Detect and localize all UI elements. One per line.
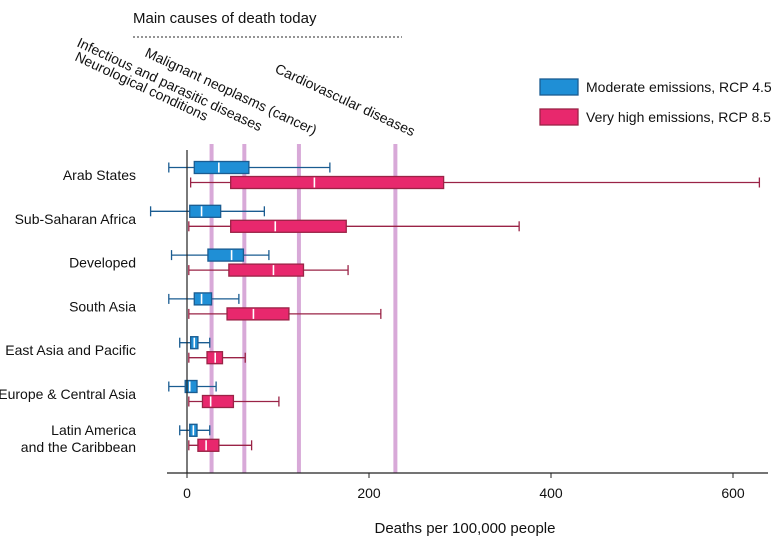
annotation-layer: Main causes of death today Infectious an… bbox=[73, 10, 418, 139]
category-label: Latin America and the Caribbean bbox=[21, 422, 136, 455]
box-high bbox=[188, 394, 280, 409]
box-iqr bbox=[197, 438, 220, 452]
annotation-heading: Main causes of death today bbox=[133, 10, 317, 27]
x-tick-label: 200 bbox=[357, 485, 381, 501]
box-moderate bbox=[168, 292, 240, 306]
category-label: Europe & Central Asia bbox=[0, 386, 136, 402]
legend-swatch-high bbox=[539, 108, 579, 126]
legend: Moderate emissions, RCP 4.5 Very high emi… bbox=[539, 78, 771, 126]
box-high bbox=[189, 175, 761, 190]
box-iqr bbox=[189, 204, 222, 218]
box-high bbox=[188, 351, 246, 365]
legend-swatch-moderate bbox=[539, 78, 579, 96]
category-label: Sub-Saharan Africa bbox=[15, 211, 137, 227]
x-tick-label: 400 bbox=[539, 485, 563, 501]
axes-layer: 0 200 400 600 Deaths per 100,000 people bbox=[167, 150, 768, 537]
category-label: Developed bbox=[69, 255, 136, 271]
x-axis-label: Deaths per 100,000 people bbox=[375, 520, 556, 537]
box-moderate bbox=[179, 336, 211, 350]
category-label: East Asia and Pacific bbox=[5, 342, 136, 358]
box-iqr bbox=[230, 175, 445, 190]
box-iqr bbox=[201, 394, 235, 409]
box-high bbox=[188, 263, 349, 277]
x-tick-label: 0 bbox=[183, 485, 191, 501]
box-moderate bbox=[149, 204, 266, 218]
box-iqr bbox=[193, 292, 213, 306]
box-high bbox=[188, 219, 520, 233]
box-iqr bbox=[226, 307, 290, 321]
box-iqr bbox=[228, 263, 305, 277]
box-moderate bbox=[170, 248, 270, 262]
category-label: South Asia bbox=[69, 298, 136, 314]
box-moderate bbox=[179, 423, 211, 437]
box-moderate bbox=[168, 379, 217, 394]
reference-lines-layer bbox=[209, 144, 398, 473]
box-high bbox=[188, 307, 382, 321]
box-iqr bbox=[207, 248, 245, 262]
x-tick-label: 600 bbox=[721, 485, 745, 501]
boxes-layer bbox=[149, 160, 761, 452]
box-iqr bbox=[230, 219, 347, 233]
legend-label: Very high emissions, RCP 8.5 bbox=[586, 109, 771, 125]
category-label: Arab States bbox=[63, 167, 136, 183]
box-high bbox=[188, 438, 253, 452]
category-labels-layer: Arab States Sub-Saharan Africa Developed So… bbox=[0, 167, 136, 455]
box-moderate bbox=[168, 160, 331, 175]
legend-label: Moderate emissions, RCP 4.5 bbox=[586, 79, 771, 95]
box-iqr bbox=[193, 160, 250, 175]
box-iqr bbox=[184, 379, 198, 394]
